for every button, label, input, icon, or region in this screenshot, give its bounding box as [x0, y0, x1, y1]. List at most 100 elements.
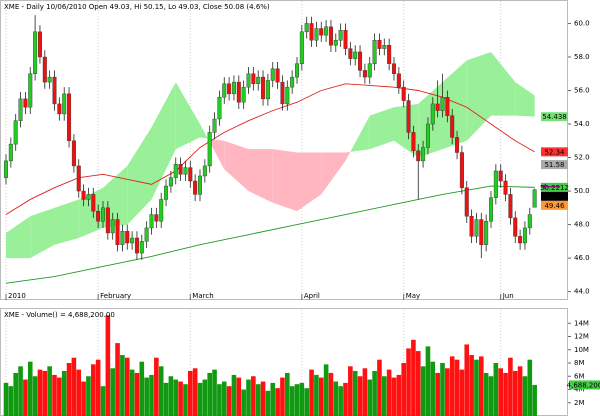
- line: [5, 185, 535, 284]
- value-marker-label: 4,688,200: [567, 381, 600, 389]
- cloud: [350, 115, 370, 152]
- y-tick-label: 46.0: [574, 254, 590, 262]
- candle-body: [479, 219, 484, 245]
- value-marker-label: 52.34: [544, 148, 565, 156]
- volume-bar: [314, 374, 319, 416]
- cloud: [127, 127, 152, 225]
- value-marker-label: 51.58: [544, 161, 564, 169]
- candle-body: [295, 63, 300, 78]
- volume-bar: [178, 381, 183, 416]
- volume-bar: [149, 374, 154, 416]
- volume-bar: [454, 359, 460, 416]
- volume-bar: [464, 344, 470, 416]
- candle-body: [367, 63, 372, 78]
- candle-body: [474, 219, 479, 237]
- volume-bar: [527, 359, 533, 416]
- candle-body: [299, 31, 304, 64]
- arrow-head: [541, 183, 546, 190]
- candle-body: [498, 170, 503, 182]
- value-marker: [541, 147, 568, 157]
- candle-body: [139, 241, 144, 254]
- candle-body: [130, 237, 135, 244]
- candle-body: [459, 152, 464, 188]
- cloud: [345, 151, 351, 161]
- candle-body: [42, 56, 47, 83]
- volume-bar: [66, 363, 72, 416]
- cloud: [224, 140, 249, 192]
- volume-bar: [57, 377, 62, 416]
- volume-bar: [474, 359, 479, 416]
- candle-body: [392, 63, 397, 74]
- candle-body: [406, 100, 411, 133]
- candle-body: [387, 45, 392, 64]
- candle-body: [513, 217, 518, 237]
- candle-body: [280, 81, 285, 105]
- candle-body: [159, 199, 164, 222]
- candle-body: [183, 167, 188, 175]
- candle-body: [105, 207, 110, 234]
- volume-bar: [105, 315, 111, 416]
- candle-body: [168, 177, 173, 187]
- volume-bar: [435, 372, 440, 416]
- candle-body: [484, 221, 489, 245]
- volume-bar: [323, 364, 329, 416]
- candle-body: [62, 93, 67, 115]
- volume-bar: [115, 343, 120, 416]
- candle-body: [261, 76, 266, 100]
- volume-bar: [299, 382, 305, 416]
- y-tick-label: 14M: [574, 319, 589, 327]
- candle-body: [382, 45, 387, 49]
- y-tick-label: 8M: [574, 359, 585, 367]
- y-tick-label: 2M: [574, 399, 585, 407]
- candle-body: [96, 210, 101, 222]
- candle-body: [425, 123, 430, 148]
- cloud: [175, 82, 200, 150]
- cloud: [297, 152, 322, 212]
- volume-bar: [212, 369, 217, 416]
- volume-bar: [47, 366, 52, 416]
- candle-body: [154, 214, 159, 222]
- volume-bar: [352, 370, 358, 416]
- candle-body: [532, 189, 537, 208]
- volume-bar: [415, 351, 421, 416]
- volume-bar: [173, 379, 179, 416]
- cloud: [151, 82, 176, 200]
- volume-bar: [377, 359, 382, 416]
- volume-bar: [343, 382, 348, 416]
- candle-body: [411, 132, 416, 152]
- candle-body: [212, 118, 217, 133]
- candle-body: [8, 143, 13, 162]
- cloud: [6, 216, 31, 259]
- volume-bar: [260, 381, 266, 416]
- cloud: [200, 124, 208, 139]
- candle-body: [493, 170, 498, 198]
- candle-body: [455, 137, 460, 153]
- candle-body: [396, 73, 401, 88]
- candle-body: [207, 132, 212, 167]
- volume-bar: [367, 379, 373, 416]
- y-tick-label: 48.0: [574, 221, 590, 229]
- volume-bar: [168, 376, 174, 416]
- y-tick-label: 56.0: [574, 87, 590, 95]
- x-tick-label: May: [406, 292, 420, 300]
- candle-body: [13, 120, 18, 145]
- cloud: [207, 138, 225, 170]
- candle-body: [231, 81, 236, 95]
- candle-body: [81, 190, 86, 200]
- candle-body: [227, 83, 232, 95]
- volume-bar: [285, 372, 290, 416]
- candle-body: [37, 31, 42, 58]
- volume-bar: [280, 377, 285, 416]
- volume-bar: [120, 355, 125, 416]
- candle-body: [125, 231, 130, 244]
- volume-bar: [275, 388, 280, 416]
- value-marker-label: 49.46: [544, 202, 565, 210]
- volume-bar: [197, 382, 203, 416]
- candle-body: [164, 185, 169, 200]
- candle-body: [527, 214, 532, 229]
- candle-body: [28, 73, 33, 108]
- volume-bar: [8, 386, 14, 416]
- candle-body: [445, 97, 450, 116]
- candle-body: [217, 97, 222, 120]
